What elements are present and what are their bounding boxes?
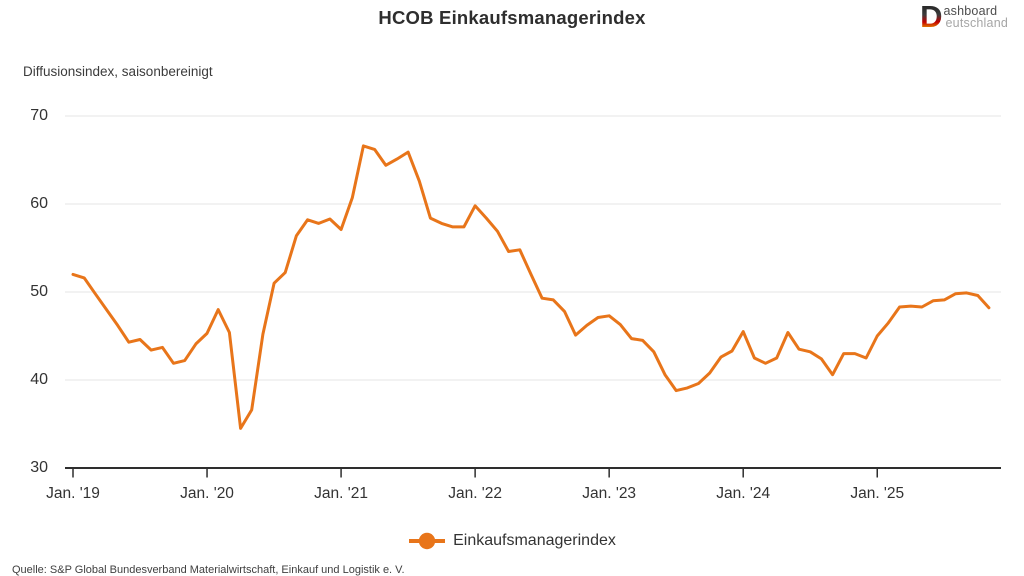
y-axis-label: 60 — [30, 195, 48, 212]
legend-marker-icon — [409, 532, 446, 550]
pmi-line-series[interactable] — [71, 144, 991, 430]
x-axis-label: Jan. '23 — [582, 485, 637, 502]
y-axis-label: 50 — [30, 283, 48, 300]
x-axis-label: Jan. '24 — [716, 485, 771, 502]
legend-label: Einkaufsmanagerindex — [453, 532, 616, 549]
dashboard-deutschland-logo: D ashboard eutschland — [920, 0, 1008, 34]
y-axis-label: 40 — [30, 371, 48, 388]
source-note: Quelle: S&P Global Bundesverband Materia… — [12, 564, 405, 576]
x-axis-label: Jan. '21 — [314, 485, 368, 502]
logo-text-dashboard: ashboard — [943, 4, 998, 18]
logo-text-deutschland: eutschland — [945, 16, 1008, 30]
legend[interactable]: Einkaufsmanagerindex — [0, 531, 1024, 551]
logo-letter-d: D — [920, 0, 943, 34]
chart-title: HCOB Einkaufsmanagerindex — [378, 7, 646, 28]
x-axis-label: Jan. '20 — [180, 485, 234, 502]
x-axis-label: Jan. '25 — [850, 485, 905, 502]
chart-subtitle: Diffusionsindex, saisonbereinigt — [23, 64, 213, 79]
x-axis-label: Jan. '22 — [448, 485, 503, 502]
y-axis-label: 30 — [30, 459, 48, 476]
x-axis-label: Jan. '19 — [46, 485, 100, 502]
y-axis-label: 70 — [30, 107, 48, 124]
